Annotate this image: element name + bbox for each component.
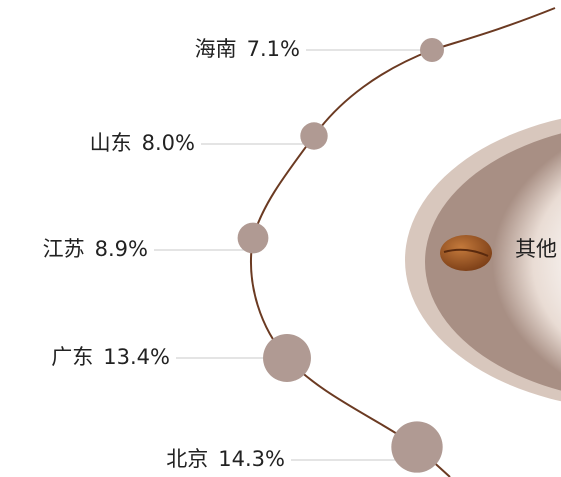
value-label: 13.4% [103, 345, 170, 369]
category-label: 山东 [90, 131, 132, 155]
category-label: 江苏 [43, 237, 85, 261]
bubble [238, 223, 269, 254]
page: {"chart_data": {"type": "bubble", "categ… [0, 0, 561, 477]
value-label: 7.1% [247, 37, 300, 61]
value-label: 8.9% [95, 237, 148, 261]
category-label: 北京 [166, 447, 208, 471]
bubble [300, 122, 327, 149]
value-label: 14.3% [218, 447, 285, 471]
coffee-bean [440, 235, 492, 271]
category-label: 广东 [51, 345, 93, 369]
bubble [391, 421, 442, 472]
value-label: 8.0% [142, 131, 195, 155]
chart: 其他 7.1% 海南 8.0% 山东 8.9% 江苏 13.4% 广东 14.3% 北京 [0, 0, 561, 477]
category-label: 海南 [195, 37, 237, 61]
other-label: 其他 [515, 237, 557, 261]
bubble [420, 38, 444, 62]
bubble [263, 334, 311, 382]
